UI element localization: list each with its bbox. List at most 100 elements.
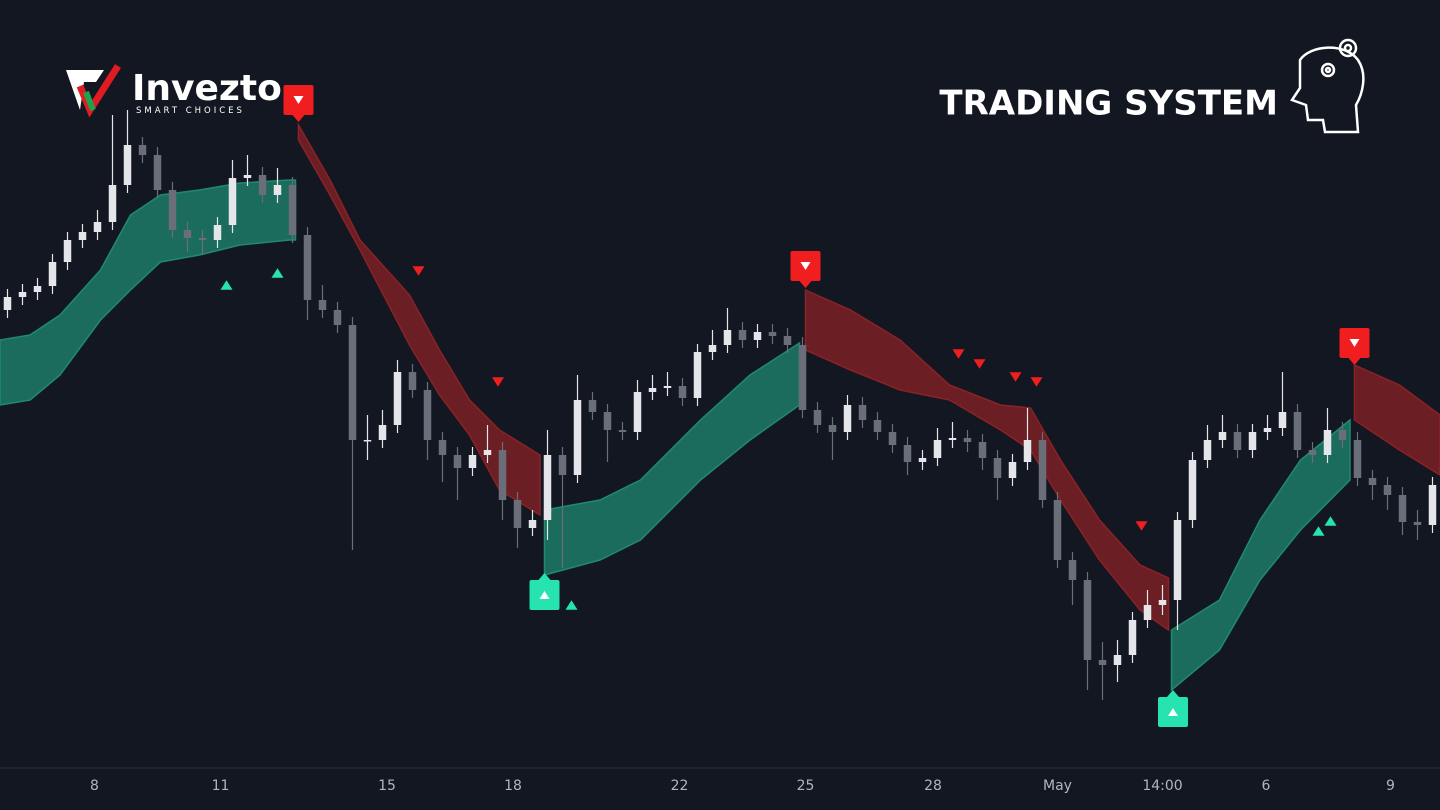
signal-pointer bbox=[1348, 358, 1361, 365]
candle-body bbox=[1218, 432, 1227, 440]
x-tick-label: 28 bbox=[924, 778, 942, 794]
signal-pointer bbox=[799, 281, 812, 288]
candle-body bbox=[903, 445, 912, 462]
signal-arrow bbox=[973, 359, 986, 369]
x-tick-label: 14:00 bbox=[1142, 778, 1182, 794]
candle-body bbox=[1203, 440, 1212, 460]
signal-glyph bbox=[293, 96, 304, 104]
signal-arrow bbox=[1030, 377, 1043, 387]
candle-body bbox=[93, 222, 102, 232]
logo-mark bbox=[66, 70, 104, 110]
candle-body bbox=[393, 372, 402, 425]
signal-arrow bbox=[1009, 372, 1022, 382]
candle-body bbox=[183, 230, 192, 238]
candle-body bbox=[1128, 620, 1137, 655]
candle-body bbox=[48, 262, 57, 286]
candle-body bbox=[528, 520, 537, 528]
candle-body bbox=[588, 400, 597, 412]
band bbox=[0, 179, 297, 406]
candle-body bbox=[663, 386, 672, 388]
signal-glyph bbox=[1168, 708, 1178, 716]
candle-body bbox=[378, 425, 387, 440]
x-tick-label: 25 bbox=[797, 778, 815, 794]
candle-body bbox=[1068, 560, 1077, 580]
candle-body bbox=[843, 405, 852, 432]
candle-body bbox=[1038, 440, 1047, 500]
signal-arrow bbox=[952, 349, 965, 359]
candle-body bbox=[3, 297, 12, 310]
candle-body bbox=[858, 405, 867, 420]
candle-body bbox=[813, 410, 822, 425]
brand-name: Invezto bbox=[132, 68, 282, 109]
candle-body bbox=[1173, 520, 1182, 600]
candle-body bbox=[498, 450, 507, 500]
candle-body bbox=[198, 238, 207, 240]
candle-body bbox=[1188, 460, 1197, 520]
candle-body bbox=[678, 386, 687, 398]
candle-body bbox=[618, 430, 627, 432]
candle-body bbox=[138, 145, 147, 155]
candle-body bbox=[768, 332, 777, 336]
candle-body bbox=[1248, 432, 1257, 450]
plot: 8 11 15 18 22 25 28 May 14:00 6 9 bbox=[0, 85, 1440, 794]
signal-arrow bbox=[565, 600, 578, 610]
chart-title: TRADING SYSTEM bbox=[939, 84, 1278, 124]
brand-tagline: SMART CHOICES bbox=[136, 106, 245, 116]
x-tick-label: May bbox=[1043, 778, 1072, 794]
candle-body bbox=[108, 185, 117, 222]
candle-body bbox=[78, 232, 87, 240]
signal-glyph bbox=[539, 591, 550, 599]
signal-arrow bbox=[1135, 521, 1148, 531]
candle-body bbox=[828, 425, 837, 432]
band bbox=[804, 288, 1170, 632]
signal-glyph bbox=[800, 262, 811, 270]
candle-body bbox=[1368, 478, 1377, 485]
candle-body bbox=[63, 240, 72, 262]
candle-body bbox=[1383, 485, 1392, 495]
candle-body bbox=[1308, 450, 1317, 455]
candle-body bbox=[1053, 500, 1062, 560]
candle-body bbox=[453, 455, 462, 468]
candle-body bbox=[213, 225, 222, 240]
candle-body bbox=[258, 175, 267, 195]
candle-body bbox=[1098, 660, 1107, 665]
candle-body bbox=[1023, 440, 1032, 462]
candle-body bbox=[1143, 605, 1152, 620]
band bbox=[1353, 363, 1440, 476]
candle-body bbox=[1398, 495, 1407, 522]
signal-arrow bbox=[220, 280, 233, 290]
candle-body bbox=[648, 388, 657, 392]
signal-label bbox=[790, 251, 821, 288]
candle-body bbox=[1008, 462, 1017, 478]
candle-body bbox=[348, 325, 357, 440]
candle-body bbox=[888, 432, 897, 445]
candle-body bbox=[18, 292, 27, 297]
brain-icon bbox=[1290, 38, 1365, 134]
candle-body bbox=[708, 345, 717, 352]
x-tick-label: 18 bbox=[504, 778, 522, 794]
candle-body bbox=[153, 155, 162, 190]
candle-body bbox=[633, 392, 642, 432]
candle-body bbox=[243, 175, 252, 178]
signal-pointer bbox=[538, 573, 551, 580]
candle-body bbox=[693, 352, 702, 398]
band bbox=[297, 122, 541, 517]
candle-body bbox=[168, 190, 177, 230]
candle-body bbox=[603, 412, 612, 430]
candle-body bbox=[948, 438, 957, 440]
signal-arrow bbox=[1312, 526, 1325, 536]
candle-body bbox=[333, 310, 342, 325]
candle-body bbox=[288, 185, 297, 235]
candle-body bbox=[318, 300, 327, 310]
candle-body bbox=[753, 332, 762, 340]
candle-body bbox=[303, 235, 312, 300]
signal-label bbox=[283, 85, 314, 122]
candle-body bbox=[1428, 485, 1437, 525]
candle-body bbox=[1338, 430, 1347, 440]
candle-body bbox=[1293, 412, 1302, 450]
x-tick-label: 22 bbox=[671, 778, 689, 794]
candle-body bbox=[1278, 412, 1287, 428]
candle-body bbox=[873, 420, 882, 432]
candle-body bbox=[1413, 522, 1422, 525]
candle-body bbox=[228, 178, 237, 225]
